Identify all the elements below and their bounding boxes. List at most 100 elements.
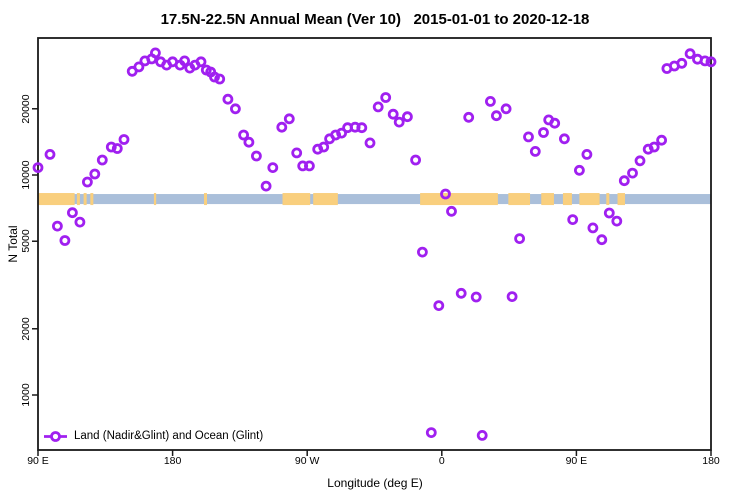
- y-tick-label: 2000: [20, 317, 32, 341]
- scatter-point: [699, 55, 711, 67]
- scatter-point: [463, 111, 475, 123]
- map-band-land: [420, 193, 498, 206]
- scatter-point: [476, 429, 488, 441]
- scatter-point: [229, 103, 241, 115]
- scatter-point: [440, 188, 451, 200]
- scatter-point: [656, 134, 667, 146]
- scatter-point: [567, 214, 579, 226]
- scatter-point: [549, 117, 561, 129]
- scatter-point: [372, 101, 384, 113]
- scatter-point: [506, 291, 518, 303]
- scatter-point: [618, 175, 630, 187]
- scatter-point: [105, 141, 117, 153]
- x-tick-label: 90 E: [565, 455, 588, 467]
- scatter-point: [149, 47, 161, 59]
- map-band-land: [83, 193, 87, 206]
- scatter-point: [260, 180, 272, 192]
- scatter-point: [52, 220, 63, 232]
- map-band-land: [38, 193, 75, 206]
- x-tick-label: 180: [163, 455, 182, 467]
- scatter-point: [559, 133, 570, 145]
- scatter-point: [627, 167, 638, 179]
- map-band-land: [204, 193, 207, 206]
- x-axis-label: Longitude (deg E): [327, 476, 423, 490]
- scatter-point: [581, 148, 593, 160]
- y-tick-label: 1000: [20, 383, 32, 407]
- scatter-point: [133, 61, 145, 73]
- map-band-land: [562, 193, 572, 206]
- scatter-point: [387, 108, 399, 120]
- scatter-point: [538, 127, 549, 138]
- scatter-point: [111, 143, 123, 154]
- scatter-point: [705, 56, 717, 68]
- scatter-point: [222, 93, 234, 105]
- scatter-point: [380, 92, 392, 103]
- plot-border: [37, 37, 712, 451]
- map-band-land: [508, 193, 531, 206]
- y-tick-label: 5000: [20, 229, 32, 253]
- scatter-point: [214, 73, 226, 85]
- y-tick-label: 20000: [20, 94, 32, 124]
- scatter-point: [291, 147, 303, 159]
- scatter-point: [276, 121, 288, 133]
- scatter-point: [470, 291, 482, 303]
- scatter-point: [611, 215, 623, 227]
- map-band-land: [153, 193, 157, 206]
- scatter-point: [250, 150, 262, 162]
- scatter-point: [356, 122, 368, 134]
- scatter-point: [574, 164, 585, 176]
- scatter-point: [303, 160, 315, 172]
- scatter-point: [44, 148, 56, 160]
- scatter-point: [484, 96, 496, 107]
- scatter-point: [336, 127, 348, 139]
- scatter-point: [179, 55, 191, 67]
- scatter-point: [676, 57, 688, 69]
- scatter-point: [634, 155, 646, 167]
- scatter-point: [74, 216, 86, 228]
- scatter-point: [446, 205, 457, 217]
- map-band-land: [617, 193, 626, 206]
- scatter-point: [416, 246, 428, 258]
- map-band-land: [313, 193, 338, 206]
- map-band-land: [282, 193, 311, 206]
- scatter-point: [118, 134, 130, 145]
- scatter-point: [318, 141, 330, 153]
- map-band-land: [606, 193, 610, 206]
- map-band-land: [541, 193, 554, 206]
- scatter-point: [514, 233, 525, 245]
- scatter-point: [648, 141, 660, 153]
- map-band-land: [90, 193, 94, 206]
- x-tick-label: 90 E: [27, 455, 49, 467]
- map-band-ocean: [38, 194, 711, 205]
- scatter-point: [96, 154, 108, 166]
- scatter-point: [684, 48, 696, 60]
- scatter-point: [59, 235, 71, 246]
- scatter-point: [500, 103, 512, 115]
- scatter-point: [67, 207, 78, 219]
- scatter-point: [603, 207, 615, 219]
- chart-title: 17.5N-22.5N Annual Mean (Ver 10) 2015-01…: [160, 11, 590, 28]
- y-axis-label: N Total: [6, 225, 20, 263]
- scatter-point: [425, 427, 437, 439]
- scatter-point: [596, 234, 608, 246]
- x-tick-label: 90 W: [294, 455, 320, 467]
- scatter-point: [243, 136, 255, 148]
- scatter-point: [238, 129, 250, 141]
- scatter-point: [393, 116, 405, 128]
- scatter-point: [433, 300, 445, 312]
- scatter-point: [364, 137, 376, 149]
- y-tick-label: 10000: [20, 160, 32, 190]
- scatter-point: [410, 154, 422, 166]
- scatter-point: [283, 113, 295, 125]
- scatter-point: [523, 131, 534, 143]
- scatter-point: [267, 162, 279, 174]
- scatter-point: [82, 176, 93, 188]
- scatter-point: [195, 56, 207, 68]
- legend-label: Land (Nadir&Glint) and Ocean (Glint): [74, 430, 264, 442]
- x-tick-label: 0: [438, 455, 445, 467]
- scatter-point: [455, 287, 467, 299]
- scatter-point: [529, 145, 541, 157]
- map-band-land: [579, 193, 600, 206]
